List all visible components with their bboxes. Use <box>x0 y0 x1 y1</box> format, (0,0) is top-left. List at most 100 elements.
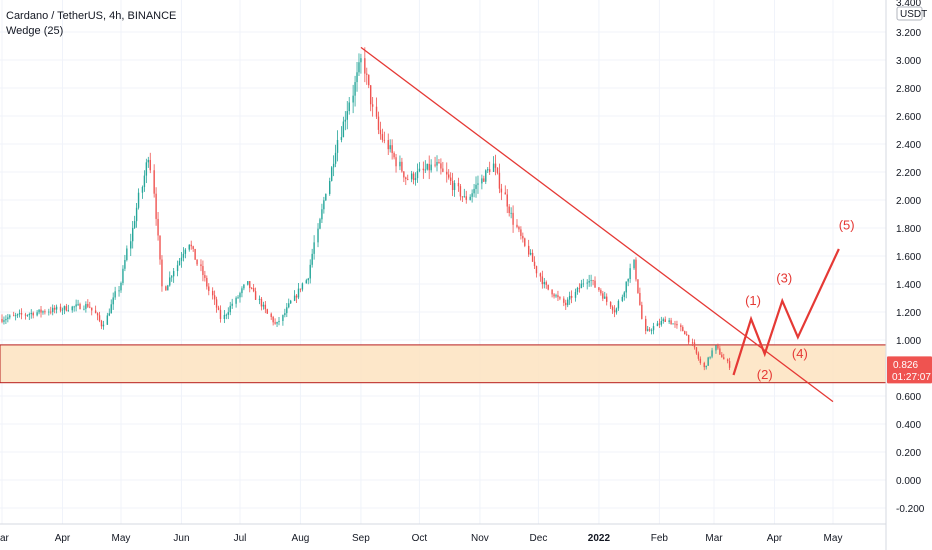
symbol-title[interactable]: Cardano / TetherUS, 4h, BINANCE <box>6 10 176 22</box>
candle-body <box>494 163 497 168</box>
candle-body <box>290 300 292 304</box>
candle-body <box>465 196 467 200</box>
wave-label-5: (5) <box>839 217 855 232</box>
time-axis[interactable]: ar Apr May Jun Jul Aug Sep Oct Nov Dec 2022 Feb Mar A… <box>0 533 842 544</box>
price-tick-label: 3.200 <box>896 28 921 39</box>
price-tick-label: 1.000 <box>896 336 921 347</box>
candle-body <box>159 235 161 260</box>
candle-body <box>284 313 286 316</box>
indicator-label[interactable]: Wedge (25) <box>6 25 63 37</box>
candle-body <box>165 286 167 291</box>
candle-body <box>531 252 534 262</box>
candle-body <box>360 58 362 63</box>
candle-body <box>625 281 627 293</box>
candle-body <box>167 285 169 291</box>
candle-body <box>405 177 407 180</box>
price-tick-label: 2.800 <box>896 84 921 95</box>
candle-body <box>71 306 73 311</box>
candle-body <box>684 331 686 335</box>
candle-body <box>126 248 128 261</box>
candle-body <box>1 319 3 322</box>
candle-body <box>264 304 267 310</box>
price-axis[interactable]: 3.200 3.000 2.800 2.600 2.400 2.200 2.000 1.800… <box>896 28 925 515</box>
candle-body <box>53 307 56 310</box>
candle-body <box>676 323 678 326</box>
candle-body <box>645 318 647 331</box>
candle-body <box>438 162 440 164</box>
candle-body <box>288 303 290 308</box>
candle-body <box>711 350 713 357</box>
candle-body <box>407 179 409 180</box>
candle-body <box>102 324 105 327</box>
candle-body <box>204 275 206 278</box>
candle-body <box>504 192 506 195</box>
candle-body <box>120 282 122 291</box>
candle-body <box>375 106 378 117</box>
candle-body <box>354 82 356 96</box>
candle-body <box>637 279 639 293</box>
candle-body <box>600 290 602 294</box>
candle-body <box>728 361 731 368</box>
candle-body <box>672 323 674 325</box>
candle-body <box>137 192 140 208</box>
candle-body <box>202 266 204 276</box>
candle-body <box>557 295 559 298</box>
candle-body <box>648 329 651 331</box>
candle-body <box>527 245 530 255</box>
candle-body <box>588 280 590 283</box>
candle-body <box>535 266 538 274</box>
candle-body <box>38 309 40 313</box>
descending-trendline[interactable] <box>360 46 834 403</box>
candle-body <box>180 257 183 261</box>
candle-body <box>274 322 276 324</box>
candle-body <box>371 104 374 107</box>
time-tick-label: Sep <box>352 533 370 544</box>
candle-body <box>14 315 17 317</box>
candle-body <box>196 259 198 265</box>
candle-body <box>307 278 309 281</box>
candle-body <box>334 152 337 164</box>
candle-body <box>475 184 477 189</box>
current-price-tag[interactable]: 0.826 01:27:07 <box>887 356 932 384</box>
candle-body <box>145 162 148 176</box>
candle-body <box>606 296 608 302</box>
candle-body <box>346 111 348 120</box>
candle-body <box>356 72 358 83</box>
candle-body <box>342 121 345 138</box>
candle-body <box>229 305 231 313</box>
candle-body <box>697 353 700 359</box>
candle-body <box>721 354 723 358</box>
candle-body <box>200 264 202 267</box>
candle-body <box>266 309 268 314</box>
candle-body <box>656 323 659 327</box>
candle-body <box>124 260 126 269</box>
candle-body <box>319 219 321 229</box>
candle-body <box>364 58 366 74</box>
wave-label-1: (1) <box>745 293 761 308</box>
candle-body <box>18 313 21 315</box>
candle-body <box>471 193 473 197</box>
candle-body <box>518 226 520 230</box>
candle-body <box>481 178 483 184</box>
candle-body <box>488 169 491 172</box>
elliott-wave-projection[interactable] <box>732 248 840 376</box>
candle-body <box>249 281 251 289</box>
candle-body <box>395 157 397 167</box>
candle-body <box>317 228 319 243</box>
candle-body <box>40 309 42 313</box>
candle-body <box>485 170 487 182</box>
candle-body <box>670 320 672 324</box>
candle-body <box>247 281 249 285</box>
candle-body <box>646 329 649 331</box>
candle-body <box>55 306 58 310</box>
candle-body <box>149 159 151 171</box>
candle-body <box>633 259 635 269</box>
candle-body <box>368 74 370 86</box>
candle-body <box>184 249 187 254</box>
candle-body <box>691 342 694 344</box>
currency-box[interactable] <box>896 6 923 21</box>
candle-body <box>516 224 518 227</box>
time-tick-label: 2022 <box>588 533 611 544</box>
candle-body <box>5 319 7 321</box>
